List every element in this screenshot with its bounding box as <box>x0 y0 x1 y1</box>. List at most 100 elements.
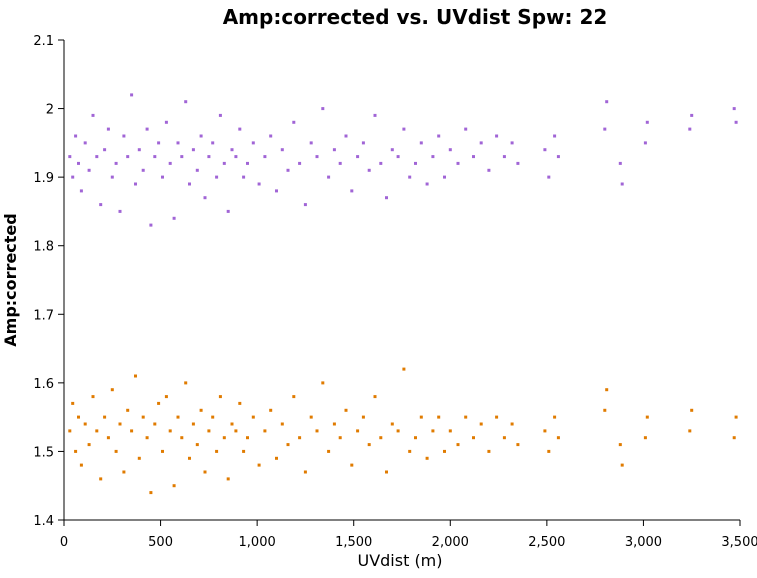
data-point-series-1 <box>321 107 325 111</box>
data-point-series-1 <box>309 141 313 145</box>
data-point-series-1 <box>114 161 118 165</box>
data-point-series-2 <box>226 477 230 481</box>
data-point-series-2 <box>298 436 302 440</box>
data-point-series-1 <box>286 168 290 172</box>
data-point-series-1 <box>431 155 435 159</box>
data-point-series-1 <box>350 189 354 193</box>
y-tick-label: 1.6 <box>33 377 54 392</box>
data-point-series-1 <box>543 148 547 152</box>
data-point-series-1 <box>643 141 647 145</box>
data-point-series-2 <box>103 415 107 419</box>
data-point-series-2 <box>126 408 130 412</box>
data-point-series-1 <box>164 120 168 124</box>
data-point-series-1 <box>327 175 331 179</box>
data-point-series-1 <box>83 141 87 145</box>
x-tick-label: 3,500 <box>721 535 757 550</box>
data-point-series-2 <box>419 415 423 419</box>
data-point-series-1 <box>645 120 649 124</box>
data-point-series-1 <box>367 168 371 172</box>
data-point-series-1 <box>246 161 249 165</box>
data-point-series-2 <box>315 429 319 433</box>
data-point-series-1 <box>502 155 506 159</box>
data-point-series-1 <box>419 141 423 145</box>
data-point-series-1 <box>161 175 164 179</box>
data-point-series-1 <box>344 134 348 138</box>
data-point-series-1 <box>408 175 412 179</box>
data-point-series-2 <box>280 422 284 426</box>
data-point-series-1 <box>126 155 130 159</box>
x-tick-label: 0 <box>60 535 68 550</box>
data-point-series-2 <box>79 463 83 467</box>
data-point-series-1 <box>172 216 176 220</box>
x-tick-label: 3,000 <box>625 535 662 550</box>
data-point-series-1 <box>257 182 261 186</box>
data-point-series-1 <box>215 175 219 179</box>
data-point-series-2 <box>338 436 342 440</box>
data-point-series-2 <box>690 408 694 412</box>
data-point-series-1 <box>106 127 110 131</box>
data-point-series-1 <box>510 141 514 145</box>
data-point-series-2 <box>99 477 103 481</box>
data-point-series-1 <box>68 155 72 159</box>
data-point-series-1 <box>211 141 215 145</box>
data-point-series-1 <box>280 148 284 152</box>
data-point-series-1 <box>373 113 377 117</box>
data-point-series-2 <box>286 443 290 447</box>
data-point-series-1 <box>180 155 184 159</box>
data-point-series-2 <box>199 408 203 412</box>
data-point-series-2 <box>510 422 514 426</box>
data-point-series-1 <box>103 148 107 152</box>
data-point-series-2 <box>106 436 110 440</box>
data-point-series-2 <box>472 436 475 440</box>
data-point-series-2 <box>350 463 354 467</box>
data-point-series-2 <box>275 456 278 460</box>
data-point-series-1 <box>298 161 302 165</box>
data-point-series-1 <box>390 148 394 152</box>
data-point-series-1 <box>87 168 91 172</box>
data-point-series-1 <box>620 182 624 186</box>
data-point-series-2 <box>479 422 483 426</box>
data-point-series-1 <box>338 161 342 165</box>
chart-title: Amp:corrected vs. UVdist Spw: 22 <box>223 5 608 29</box>
data-point-series-2 <box>161 449 164 453</box>
data-point-series-2 <box>71 401 75 405</box>
data-point-series-1 <box>141 168 145 172</box>
y-tick-label: 2 <box>46 103 54 118</box>
data-point-series-1 <box>361 141 365 145</box>
data-point-series-2 <box>361 415 365 419</box>
data-point-series-1 <box>443 175 446 179</box>
data-point-series-1 <box>149 223 153 227</box>
data-point-series-2 <box>396 429 400 433</box>
data-point-series-2 <box>83 422 87 426</box>
data-point-series-1 <box>71 175 75 179</box>
data-point-series-2 <box>327 449 331 453</box>
data-point-series-1 <box>199 134 203 138</box>
data-point-series-1 <box>269 134 273 138</box>
y-tick-label: 1.9 <box>33 171 54 186</box>
data-point-series-2 <box>68 429 72 433</box>
data-point-series-2 <box>191 422 195 426</box>
data-point-series-1 <box>553 134 557 138</box>
data-point-series-2 <box>390 422 394 426</box>
data-point-series-2 <box>332 422 336 426</box>
data-point-series-2 <box>77 415 80 419</box>
data-point-series-1 <box>99 203 103 207</box>
x-tick-label: 2,000 <box>432 535 469 550</box>
data-point-series-2 <box>211 415 215 419</box>
data-point-series-2 <box>688 429 692 433</box>
data-point-series-2 <box>164 395 168 399</box>
x-axis-label: UVdist (m) <box>357 551 442 570</box>
data-point-series-2 <box>110 388 114 392</box>
data-point-series-2 <box>122 470 126 474</box>
data-point-series-1 <box>188 182 191 186</box>
data-point-series-1 <box>218 113 222 117</box>
y-tick-label: 1.7 <box>33 308 54 323</box>
data-point-series-2 <box>168 429 172 433</box>
data-point-series-1 <box>605 100 609 104</box>
data-point-series-1 <box>130 93 134 97</box>
data-point-series-1 <box>176 141 180 145</box>
data-point-series-2 <box>556 436 560 440</box>
y-axis-label: Amp:corrected <box>1 213 20 346</box>
y-tick-label: 1.8 <box>33 240 54 255</box>
data-point-series-1 <box>207 155 211 159</box>
